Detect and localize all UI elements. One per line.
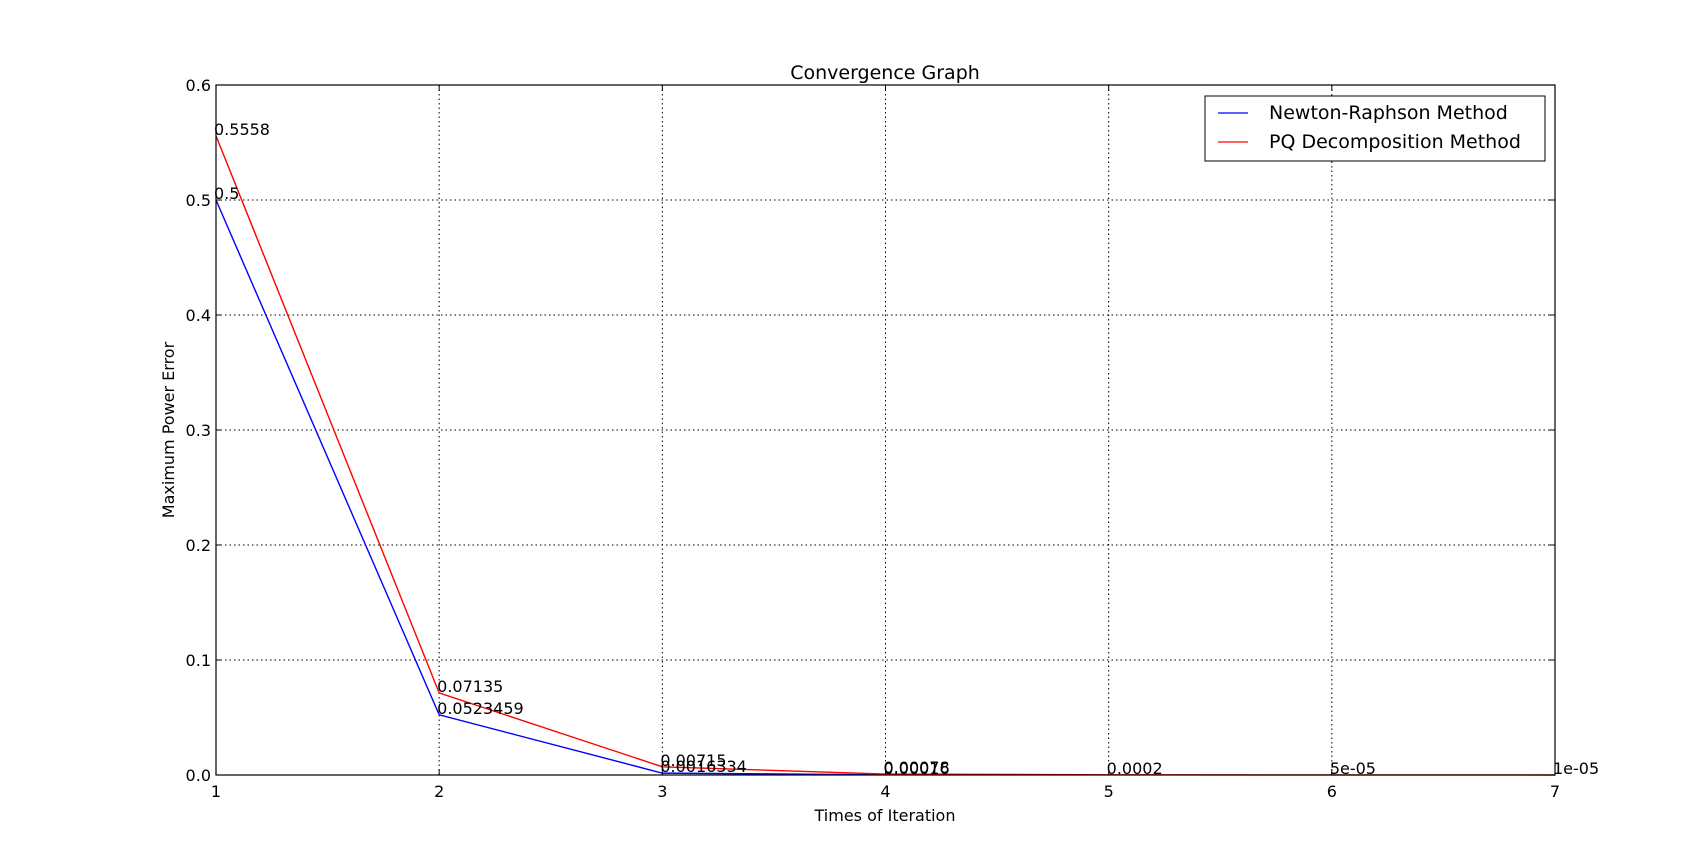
data-label: 0.0016334: [660, 757, 747, 776]
y-tick-label: 0.4: [186, 306, 211, 325]
data-label: 0.00016: [884, 759, 950, 778]
data-label: 0.5558: [214, 120, 270, 139]
y-tick-label: 0.1: [186, 651, 211, 670]
legend-label-pq-decomposition: PQ Decomposition Method: [1269, 131, 1521, 153]
x-tick-label: 7: [1550, 782, 1560, 801]
x-tick-label: 3: [657, 782, 667, 801]
x-axis-label: Times of Iteration: [814, 806, 956, 825]
data-label: 0.07135: [437, 677, 503, 696]
legend-box: [1204, 95, 1546, 162]
x-tick-label: 5: [1104, 782, 1114, 801]
data-label: 0.00715: [660, 751, 726, 770]
data-label: 0.0002: [1107, 759, 1163, 778]
axis-ticks: 1 2 3 4 5 6 7 0.0 0.1 0.2 0.3 0.4 0.5 0.6: [186, 76, 1561, 801]
y-axis-label: Maximum Power Error: [159, 341, 178, 518]
data-label: 0.0523459: [437, 699, 524, 718]
x-tick-label: 1: [211, 782, 221, 801]
chart-title: Convergence Graph: [790, 62, 980, 84]
legend: Newton-Raphson Method PQ Decomposition M…: [1204, 95, 1546, 162]
y-tick-label: 0.6: [186, 76, 211, 95]
x-tick-label: 6: [1327, 782, 1337, 801]
legend-label-newton-raphson: Newton-Raphson Method: [1269, 102, 1508, 124]
data-label: 0.5: [214, 184, 239, 203]
y-tick-label: 0.2: [186, 536, 211, 555]
data-label: 1e-05: [1553, 759, 1599, 778]
x-tick-label: 2: [434, 782, 444, 801]
data-labels: 0.5 0.0523459 0.0016334 0.00016 0.5558 0.0713…: [214, 120, 1599, 778]
x-tick-label: 4: [880, 782, 890, 801]
y-tick-label: 0.5: [186, 191, 211, 210]
series-line-newton-raphson: [215, 199, 886, 776]
data-label: 5e-05: [1330, 759, 1376, 778]
data-label: 0.00078: [884, 758, 950, 777]
y-tick-label: 0.0: [186, 766, 211, 785]
y-tick-label: 0.3: [186, 421, 211, 440]
